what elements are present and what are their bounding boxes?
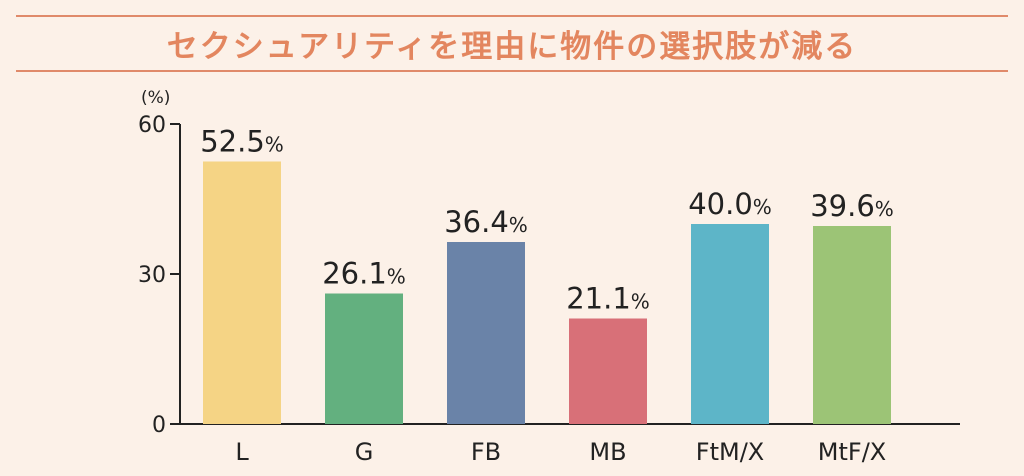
data-label-value: 52.5 [200,125,265,159]
bar-ftm-x [691,224,769,424]
bar-mb [569,318,647,424]
data-label: 40.0% [688,187,772,221]
bar-fb [447,242,525,424]
title-rule-top [16,15,1008,17]
y-tick-label: 0 [152,413,166,438]
x-tick-label: FtM/X [696,438,764,466]
bar-l [203,161,281,424]
data-label-value: 40.0 [688,187,753,221]
x-tick-label: MB [589,438,626,466]
data-label-value: 21.1 [566,282,631,316]
data-label-suffix: % [875,197,894,221]
y-axis-unit-label: (%) [141,88,170,108]
x-tick-label: MtF/X [818,438,886,466]
bar-mtf-x [813,226,891,424]
chart-title: セクシュアリティを理由に物件の選択肢が減る [166,28,858,65]
data-label-value: 39.6 [810,189,875,223]
data-label-suffix: % [387,265,406,289]
data-label-value: 26.1 [322,257,387,291]
data-label-suffix: % [509,213,528,237]
x-tick-label: L [235,438,249,466]
data-label-suffix: % [265,133,284,157]
y-tick-label: 60 [138,113,166,138]
data-label: 36.4% [444,205,528,239]
bar-g [325,293,403,424]
data-label-value: 36.4 [444,205,509,239]
x-tick-label: G [355,438,374,466]
data-label: 52.5% [200,125,284,159]
y-tick-label: 30 [138,263,166,288]
data-label: 21.1% [566,282,650,316]
data-label: 39.6% [810,189,894,223]
data-label-suffix: % [753,195,772,219]
data-label: 26.1% [322,257,406,291]
data-label-suffix: % [631,290,650,314]
x-tick-label: FB [471,438,501,466]
title-rule-bottom [16,70,1008,72]
